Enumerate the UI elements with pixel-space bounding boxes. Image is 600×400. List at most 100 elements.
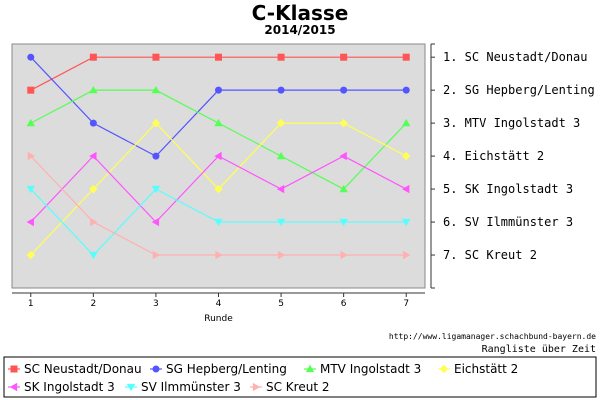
data-point [402,53,410,61]
series-sk-ingolstadt-3 [26,151,410,227]
x-tick-label: 1 [28,299,34,309]
legend-label: SC Neustadt/Donau [24,362,142,376]
data-point [89,151,97,161]
data-point [215,53,222,61]
data-point [402,118,411,127]
legend-marker [152,365,160,373]
data-point [277,250,286,260]
data-point [339,218,348,227]
data-point [340,250,348,260]
data-point [27,151,35,161]
legend-label: SV Ilmmünster 3 [141,380,241,394]
data-point [276,151,286,160]
data-point [276,118,286,128]
data-point [339,118,348,128]
rank-label: 2. SG Hepberg/Lenting [443,83,595,97]
legend-item: SC Neustadt/Donau [8,362,142,376]
legend-marker [9,382,18,392]
rank-label: 6. SV Ilmmünster 3 [443,215,573,229]
data-point [89,85,98,94]
x-tick-label: 7 [403,299,409,309]
data-point [402,184,410,194]
chart-title: C-Klasse [251,1,349,25]
series-mtv-ingolstadt-3 [26,85,411,193]
legend-item: MTV Ingolstadt 3 [304,362,421,376]
legend-label: MTV Ingolstadt 3 [320,362,421,376]
data-point [89,119,97,127]
legend-marker [252,382,261,392]
data-point [89,53,97,61]
data-point [26,118,35,127]
data-point [151,118,161,128]
data-point [214,184,223,194]
data-point [27,53,35,61]
data-point [151,85,161,94]
chart-caption: Rangliste über Zeit [481,344,596,355]
legend-label: SG Hepberg/Lenting [166,362,287,376]
data-point [89,184,98,194]
legend-marker [10,365,18,373]
legend-box [3,356,597,398]
legend-marker [126,383,136,392]
legend-label: SC Kreut 2 [266,380,330,394]
x-tick-label: 2 [90,299,96,309]
data-point [276,218,286,227]
series-sc-neustadt-donau [27,53,410,94]
data-point [402,218,411,227]
series-sg-hepberg-lenting [27,53,410,160]
legend-item: SC Kreut 2 [250,380,330,394]
data-point [403,250,411,260]
x-tick-label: 4 [216,299,222,309]
data-point [152,250,161,260]
legend-item: SG Hepberg/Lenting [150,362,287,376]
data-point [215,250,223,260]
data-point [277,53,285,61]
legend-marker [305,364,315,373]
data-point [402,86,410,94]
data-point [402,151,411,161]
data-point [339,184,348,193]
data-point [151,217,160,227]
data-point [26,217,34,227]
chart-subtitle: 2014/2015 [264,23,336,37]
legend-marker [439,364,449,374]
data-point [340,53,348,61]
data-point [152,152,160,160]
data-point [277,86,285,94]
series-sc-kreut-2 [27,151,411,260]
data-point [152,53,160,61]
data-point [26,250,35,260]
data-point [26,185,35,194]
rank-label: 1. SC Neustadt/Donau [443,50,588,64]
legend-label: Eichstätt 2 [454,362,518,376]
legend-item: SV Ilmmünster 3 [125,380,241,394]
x-tick-label: 6 [341,299,347,309]
data-point [89,251,98,260]
legend-label: SK Ingolstadt 3 [24,380,115,394]
x-tick-label: 3 [153,299,159,309]
data-point [340,86,348,94]
legend-item: SK Ingolstadt 3 [8,380,115,394]
legend: SC Neustadt/Donau SG Hepberg/Lenting MTV I… [3,356,597,398]
data-point [214,118,223,127]
x-axis-title: Runde [204,314,233,324]
data-point [215,86,222,94]
data-point [339,151,347,161]
rank-label: 7. SC Kreut 2 [443,248,537,262]
series-eichst-tt-2 [26,118,411,260]
rank-label: 3. MTV Ingolstadt 3 [443,116,580,130]
plot-area [11,43,426,289]
source-credit: http://www.ligamanager.schachbund-bayern… [388,332,596,341]
rank-label: 5. SK Ingolstadt 3 [443,182,573,196]
data-point [214,151,222,161]
legend-item: Eichstätt 2 [438,362,518,376]
data-point [27,86,35,94]
series-sv-ilmm-nster-3 [26,185,411,260]
data-point [214,218,223,227]
rank-label: 4. Eichstätt 2 [443,149,544,163]
x-tick-label: 5 [278,299,284,309]
data-point [90,217,98,227]
data-point [151,185,161,194]
